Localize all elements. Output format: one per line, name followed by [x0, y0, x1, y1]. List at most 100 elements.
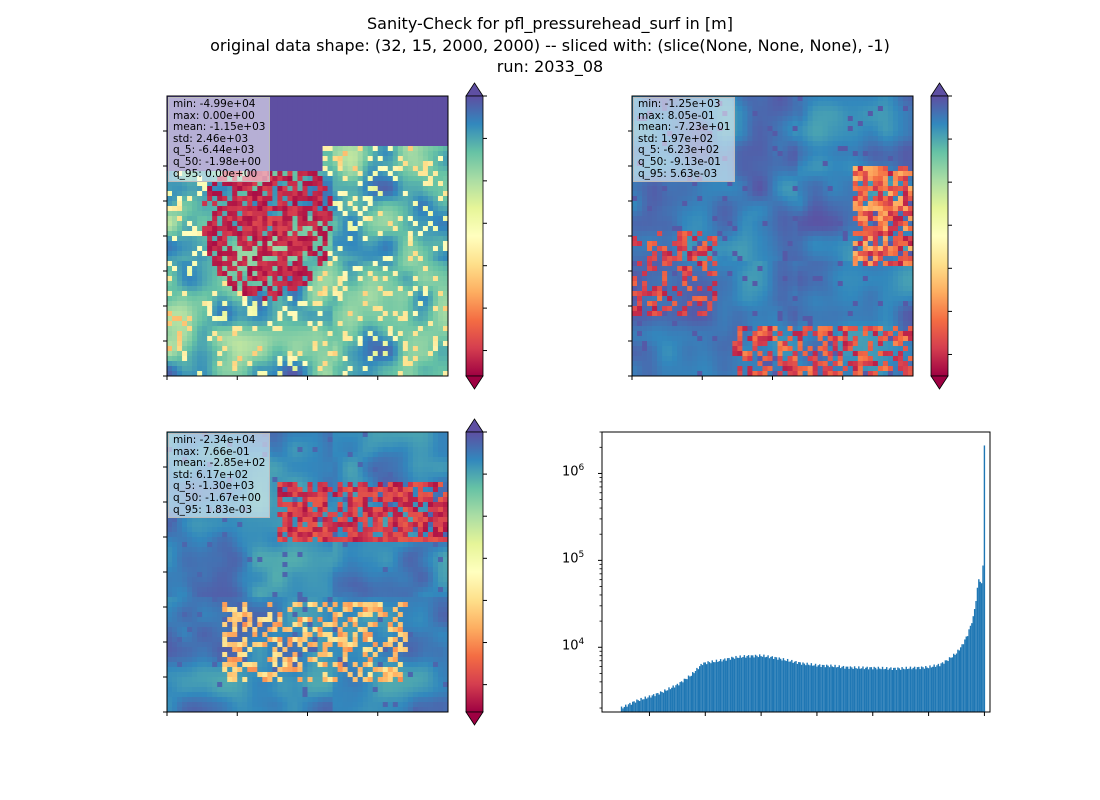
- histogram-bar: [658, 694, 660, 712]
- histogram-bar: [712, 662, 715, 712]
- histogram-bar: [950, 657, 952, 712]
- histogram-bar: [821, 664, 824, 712]
- histogram-bar: [912, 667, 914, 712]
- histogram-bar: [717, 661, 719, 712]
- histogram-bar: [671, 687, 673, 712]
- histogram-bar: [749, 657, 751, 712]
- histogram-bar: [772, 658, 775, 712]
- stats-line: q_95: 0.00e+00: [173, 167, 258, 180]
- histogram-bar: [626, 706, 628, 712]
- histogram-bar: [844, 668, 846, 712]
- histogram-bar: [859, 668, 861, 712]
- histogram-bar: [810, 663, 813, 712]
- histogram-bar: [852, 668, 854, 712]
- histogram-bar: [799, 662, 801, 712]
- stats-line: std: 2.46e+03: [173, 132, 249, 145]
- histogram-bar: [824, 667, 827, 712]
- histogram-bar: [962, 644, 965, 712]
- histogram-bar: [745, 657, 747, 712]
- histogram-bar: [724, 658, 726, 712]
- histogram-bar: [792, 662, 794, 712]
- histogram-bar: [661, 692, 663, 712]
- histogram-bar: [718, 661, 720, 712]
- stats-line: max: 7.66e-01: [173, 445, 250, 458]
- histogram-bar: [816, 666, 818, 712]
- histogram-bar: [753, 657, 755, 712]
- histogram-bar: [770, 656, 772, 712]
- histogram-bar: [750, 655, 753, 712]
- histogram-bar: [937, 663, 940, 712]
- histogram-bar: [647, 697, 649, 712]
- histogram-bar: [932, 666, 934, 712]
- y-tick-label: 106: [562, 463, 585, 480]
- histogram-bar: [701, 665, 704, 712]
- histogram-bar: [880, 669, 882, 712]
- histogram-plot: [598, 431, 991, 716]
- histogram-bar: [953, 653, 955, 712]
- histogram-bar: [696, 667, 698, 712]
- histogram-bar: [982, 565, 984, 712]
- histogram-bar: [939, 666, 941, 712]
- histogram-bar: [777, 659, 779, 712]
- histogram-bar: [768, 658, 771, 712]
- histogram-bar: [697, 669, 699, 712]
- histogram-bar: [747, 655, 750, 712]
- histogram-bar: [858, 666, 860, 712]
- histogram-bar: [881, 666, 884, 712]
- stats-line: max: 8.05e-01: [638, 109, 715, 122]
- histogram-bar: [888, 668, 891, 712]
- histogram-bar: [689, 676, 691, 712]
- histogram-bar: [657, 693, 659, 712]
- histogram-bar: [719, 659, 722, 712]
- y-tick-label: 104: [562, 637, 585, 654]
- histogram-bar: [714, 662, 716, 712]
- histogram-bar: [765, 656, 768, 712]
- histogram-bar: [918, 666, 920, 712]
- histogram-bar: [708, 662, 711, 712]
- histogram-bar: [905, 666, 907, 712]
- histogram-bar: [640, 697, 642, 712]
- histogram-bar: [930, 667, 933, 712]
- histogram-bar: [699, 666, 701, 712]
- histogram-bar: [820, 667, 822, 712]
- histogram-bar: [968, 629, 970, 712]
- histogram-bar: [841, 666, 843, 712]
- histogram-bar: [978, 579, 980, 712]
- histogram-bar: [855, 668, 857, 712]
- histogram-bar: [901, 667, 903, 712]
- histogram-bar: [975, 601, 977, 712]
- histogram-bar: [625, 704, 627, 712]
- histogram-bar: [725, 660, 727, 712]
- colorbar: [465, 82, 487, 390]
- histogram-bar: [941, 662, 944, 712]
- histogram-bar: [869, 667, 871, 712]
- histogram-bar: [645, 698, 648, 712]
- histogram-bar: [665, 690, 667, 712]
- histogram-bar: [980, 583, 983, 712]
- histogram-bar: [947, 661, 949, 712]
- histogram-bar: [736, 657, 739, 712]
- histogram-bar: [733, 658, 736, 712]
- histogram-bar: [807, 664, 810, 712]
- histogram-bar: [884, 668, 887, 712]
- histogram-bar: [682, 682, 684, 712]
- histogram-bar: [929, 665, 931, 712]
- histogram-bar: [683, 678, 686, 712]
- histogram-bar: [860, 668, 863, 712]
- stats-line: q_5: -6.44e+03: [173, 144, 255, 157]
- histogram-bar: [784, 660, 786, 712]
- histogram-bar: [680, 681, 683, 712]
- histogram-bar: [629, 702, 631, 712]
- histogram-bar: [846, 666, 849, 712]
- histogram-bar: [926, 667, 928, 712]
- histogram-bar: [690, 675, 693, 712]
- histogram-bar: [798, 662, 800, 712]
- histogram-bar: [638, 701, 641, 712]
- histogram-bar: [643, 699, 645, 712]
- histogram-bar: [933, 664, 935, 712]
- histogram-bar: [872, 669, 874, 712]
- histogram-bar: [705, 664, 708, 712]
- histogram-bar: [704, 662, 706, 712]
- histogram-bar: [634, 702, 637, 712]
- histogram-bar: [866, 666, 868, 712]
